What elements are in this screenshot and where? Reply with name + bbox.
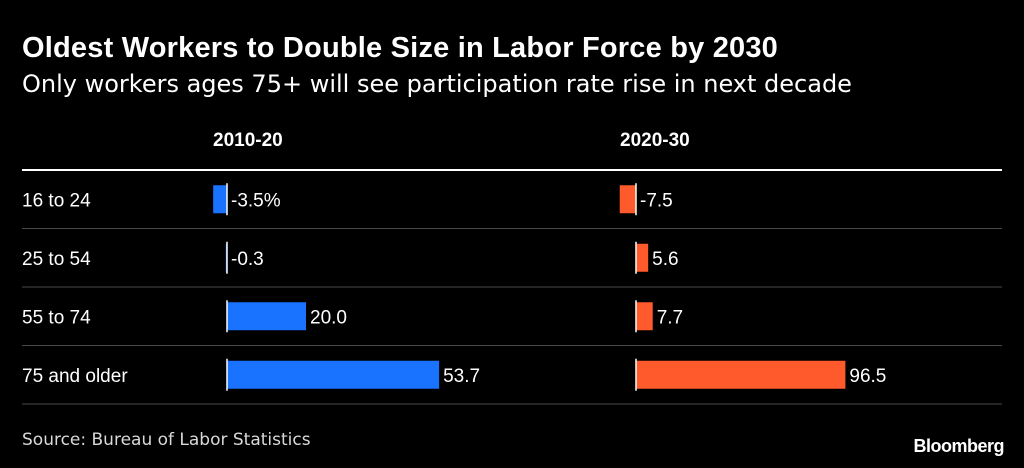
bar [636, 243, 649, 272]
bar [227, 302, 306, 331]
column-header-2020-30: 2020-30 [620, 130, 690, 151]
data-label: -0.3 [231, 249, 264, 270]
bar [636, 360, 846, 389]
data-label: 20.0 [310, 307, 347, 328]
category-label: 75 and older [22, 366, 128, 387]
category-label: 25 to 54 [22, 249, 91, 270]
bar [213, 185, 227, 214]
bloomberg-logo: Bloomberg [913, 436, 1004, 456]
chart-subtitle: Only workers ages 75+ will see participa… [22, 70, 852, 98]
bar [636, 302, 653, 331]
chart-title: Oldest Workers to Double Size in Labor F… [22, 32, 779, 64]
data-label: 7.7 [657, 307, 683, 328]
data-label: 5.6 [652, 249, 678, 270]
category-label: 55 to 74 [22, 307, 91, 328]
bar [619, 185, 636, 214]
source-note: Source: Bureau of Labor Statistics [22, 430, 311, 450]
data-label: -7.5 [640, 190, 673, 211]
column-header-2010-20: 2010-20 [213, 130, 283, 151]
data-label: 96.5 [849, 366, 886, 387]
data-label: 53.7 [443, 366, 480, 387]
data-label: -3.5% [231, 190, 281, 211]
bar [227, 360, 440, 389]
category-label: 16 to 24 [22, 190, 91, 211]
